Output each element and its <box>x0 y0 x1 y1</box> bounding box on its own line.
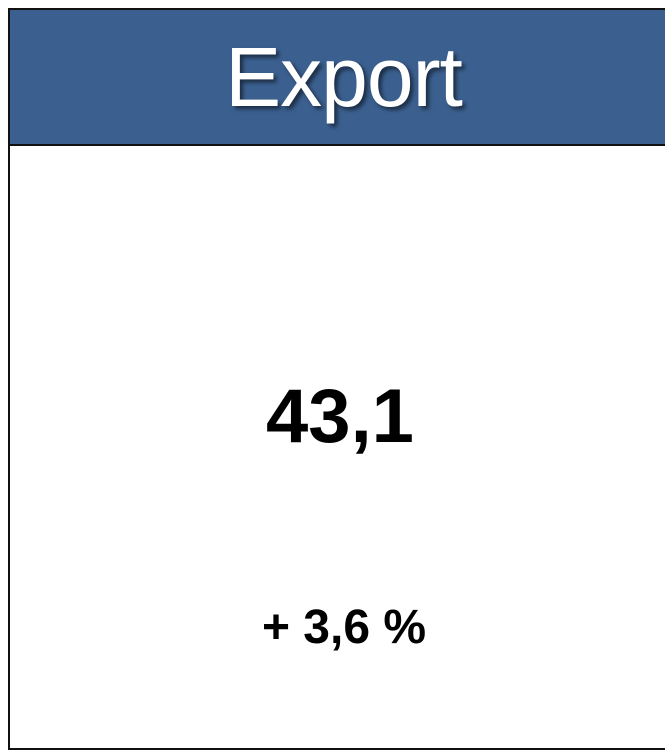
card-header: Export <box>10 10 665 146</box>
card-title: Export <box>225 30 463 124</box>
kpi-value: 43,1 <box>266 374 414 459</box>
kpi-change: + 3,6 % <box>261 601 427 654</box>
kpi-card: Export 43,1 + 3,6 % <box>8 8 665 750</box>
